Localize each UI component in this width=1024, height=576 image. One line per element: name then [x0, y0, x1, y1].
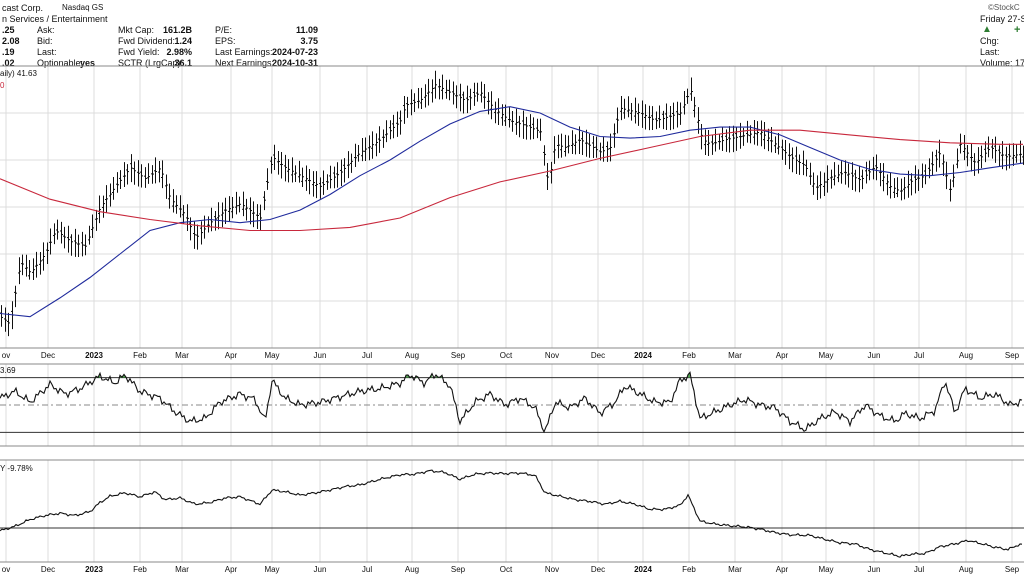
sector-label: n Services / Entertainment: [2, 14, 108, 24]
up-arrow-icon: ▲: [982, 24, 992, 35]
bid-label: Bid:: [37, 36, 53, 46]
rsi-line: [0, 371, 1023, 434]
pe-label: P/E:: [215, 25, 233, 35]
x-tick-label-1-5: Apr: [225, 565, 238, 574]
x-axis-ticks: ov ov Dec Dec 2023 2023 Feb Feb Mar Mar Apr Apr May M…: [2, 351, 1020, 574]
eps-value: 3.75: [300, 36, 318, 46]
x-tick-label-1-15: Feb: [682, 565, 696, 574]
relative-line: [0, 469, 1023, 558]
x-tick-label-0-19: Jun: [868, 351, 881, 360]
price-marker: 0: [0, 81, 5, 90]
x-tick-label-1-7: Jun: [314, 565, 327, 574]
x-tick-label-0-4: Mar: [175, 351, 189, 360]
x-tick-label-1-20: Jul: [914, 565, 924, 574]
x-tick-label-1-14: 2024: [634, 565, 652, 574]
chart-header: cast Corp. Nasdaq GS n Services / Entert…: [0, 0, 1024, 68]
optionable-label: Optionable:: [37, 58, 84, 68]
last-label: Last:: [37, 47, 57, 57]
company-name: cast Corp.: [2, 3, 44, 13]
x-tick-label-0-15: Feb: [682, 351, 696, 360]
x-tick-label-0-17: Apr: [776, 351, 789, 360]
x-tick-label-1-3: Feb: [133, 565, 147, 574]
rsi-label: 3.69: [0, 366, 16, 375]
x-tick-label-0-13: Dec: [591, 351, 605, 360]
x-tick-label-0-2: 2023: [85, 351, 103, 360]
fwd-yield-value: 2.98%: [166, 47, 192, 57]
x-tick-label-1-19: Jun: [868, 565, 881, 574]
x-tick-label-0-11: Oct: [500, 351, 513, 360]
x-tick-label-0-16: Mar: [728, 351, 742, 360]
x-tick-label-1-8: Jul: [362, 565, 372, 574]
bid-value: 2.08: [2, 36, 20, 46]
ask-value: .25: [2, 25, 15, 35]
watermark: ©StockC: [988, 3, 1020, 12]
last-value: .19: [2, 47, 15, 57]
x-tick-label-1-10: Sep: [451, 565, 466, 574]
x-tick-label-0-9: Aug: [405, 351, 419, 360]
last-quote-label: Last:: [980, 47, 1000, 57]
last-earnings-label: Last Earnings:: [215, 47, 273, 57]
pe-value: 11.09: [295, 25, 318, 35]
x-tick-label-0-12: Nov: [545, 351, 559, 360]
x-tick-label-0-22: Sep: [1005, 351, 1020, 360]
last-earnings-value: 2024-07-23: [271, 47, 318, 57]
x-tick-label-1-12: Nov: [545, 565, 559, 574]
x-tick-label-0-8: Jul: [362, 351, 372, 360]
fwd-dividend-label: Fwd Dividend:: [118, 36, 176, 46]
fwd-yield-label: Fwd Yield:: [118, 47, 160, 57]
relative-label: Y -9.78%: [0, 464, 33, 473]
x-tick-label-0-1: Dec: [41, 351, 55, 360]
eps-label: EPS:: [215, 36, 236, 46]
x-tick-label-1-1: Dec: [41, 565, 55, 574]
x-tick-label-1-4: Mar: [175, 565, 189, 574]
x-tick-label-1-11: Oct: [500, 565, 513, 574]
ma_long-line: [0, 129, 1023, 232]
series-layer: [0, 70, 1024, 558]
optionable-left-value: .02: [2, 58, 15, 68]
x-tick-label-0-5: Apr: [225, 351, 238, 360]
grid-layer: [0, 66, 1024, 562]
chg-label: Chg:: [980, 36, 1000, 46]
x-tick-label-0-14: 2024: [634, 351, 652, 360]
sctr-value: 36.1: [174, 58, 192, 68]
volume-label: Volume: 17,0: [980, 58, 1024, 68]
x-tick-label-1-6: May: [264, 565, 279, 574]
x-tick-label-0-21: Aug: [959, 351, 973, 360]
plus-sign: +: [1014, 24, 1021, 36]
x-tick-label-0-10: Sep: [451, 351, 466, 360]
x-tick-label-0-6: May: [264, 351, 279, 360]
mkt-cap-value: 161.2B: [162, 25, 192, 35]
next-earnings-value: 2024-10-31: [271, 58, 318, 68]
x-tick-label-1-2: 2023: [85, 565, 103, 574]
x-tick-label-0-18: May: [818, 351, 833, 360]
x-tick-label-0-0: ov: [2, 351, 10, 360]
next-earnings-label: Next Earnings:: [215, 58, 275, 68]
x-tick-label-1-16: Mar: [728, 565, 742, 574]
ask-label: Ask:: [37, 25, 55, 35]
x-tick-label-1-13: Dec: [591, 565, 605, 574]
exchange-label: Nasdaq GS: [62, 3, 104, 12]
ma_short-line: [0, 106, 1024, 318]
x-tick-label-0-7: Jun: [314, 351, 327, 360]
x-tick-label-0-20: Jul: [914, 351, 924, 360]
x-tick-label-1-21: Aug: [959, 565, 973, 574]
sctr-label: SCTR (LrgCap):: [118, 58, 184, 68]
x-tick-label-1-9: Aug: [405, 565, 419, 574]
optionable-value: yes: [80, 58, 96, 68]
fwd-dividend-value: 1.24: [174, 36, 192, 46]
quote-date: Friday 27-S: [980, 14, 1024, 24]
mkt-cap-label: Mkt Cap:: [118, 25, 155, 35]
x-tick-label-0-3: Feb: [133, 351, 147, 360]
x-tick-label-1-0: ov: [2, 565, 10, 574]
x-tick-label-1-17: Apr: [776, 565, 789, 574]
x-tick-label-1-22: Sep: [1005, 565, 1020, 574]
x-tick-label-1-18: May: [818, 565, 833, 574]
price-label: aily) 41.63: [0, 69, 37, 78]
